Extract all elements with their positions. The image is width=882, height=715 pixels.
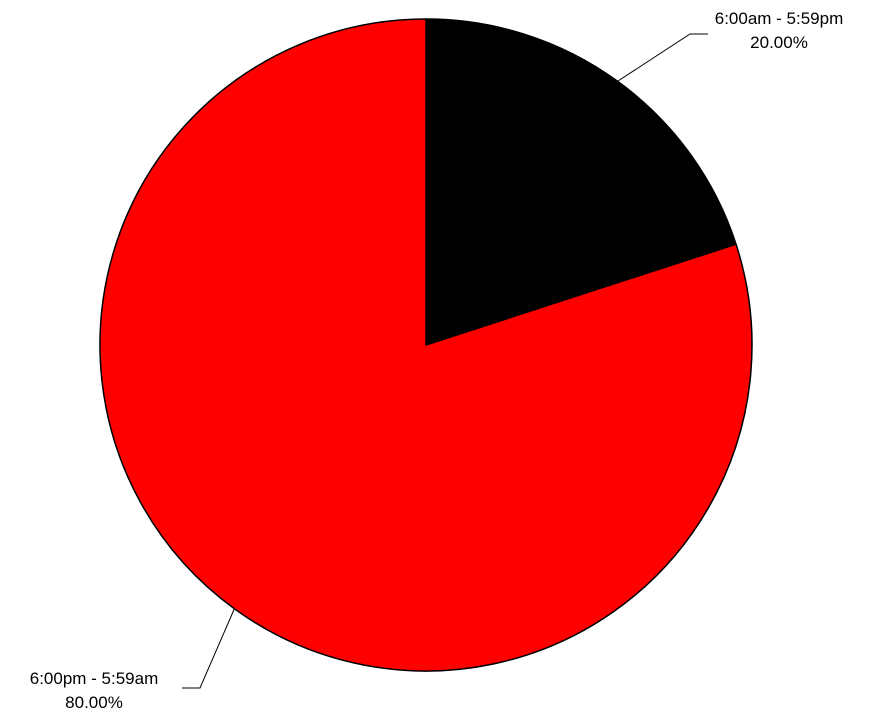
pie-slice-1 — [425, 18, 737, 346]
leader-lines — [182, 33, 708, 689]
pie-slice-2 — [99, 18, 753, 672]
slice-label-1: 6:00am - 5:59pm — [715, 9, 844, 28]
leader-line-1 — [617, 33, 708, 82]
slice-label-2: 6:00pm - 5:59am — [30, 669, 159, 688]
slice-percent-2: 80.00% — [65, 693, 123, 712]
slice-percent-1: 20.00% — [750, 33, 808, 52]
pie-slices — [99, 18, 753, 672]
slice-labels: 6:00am - 5:59pm 20.00% 6:00pm - 5:59am 80.0… — [30, 9, 844, 712]
leader-line-2 — [182, 608, 235, 689]
